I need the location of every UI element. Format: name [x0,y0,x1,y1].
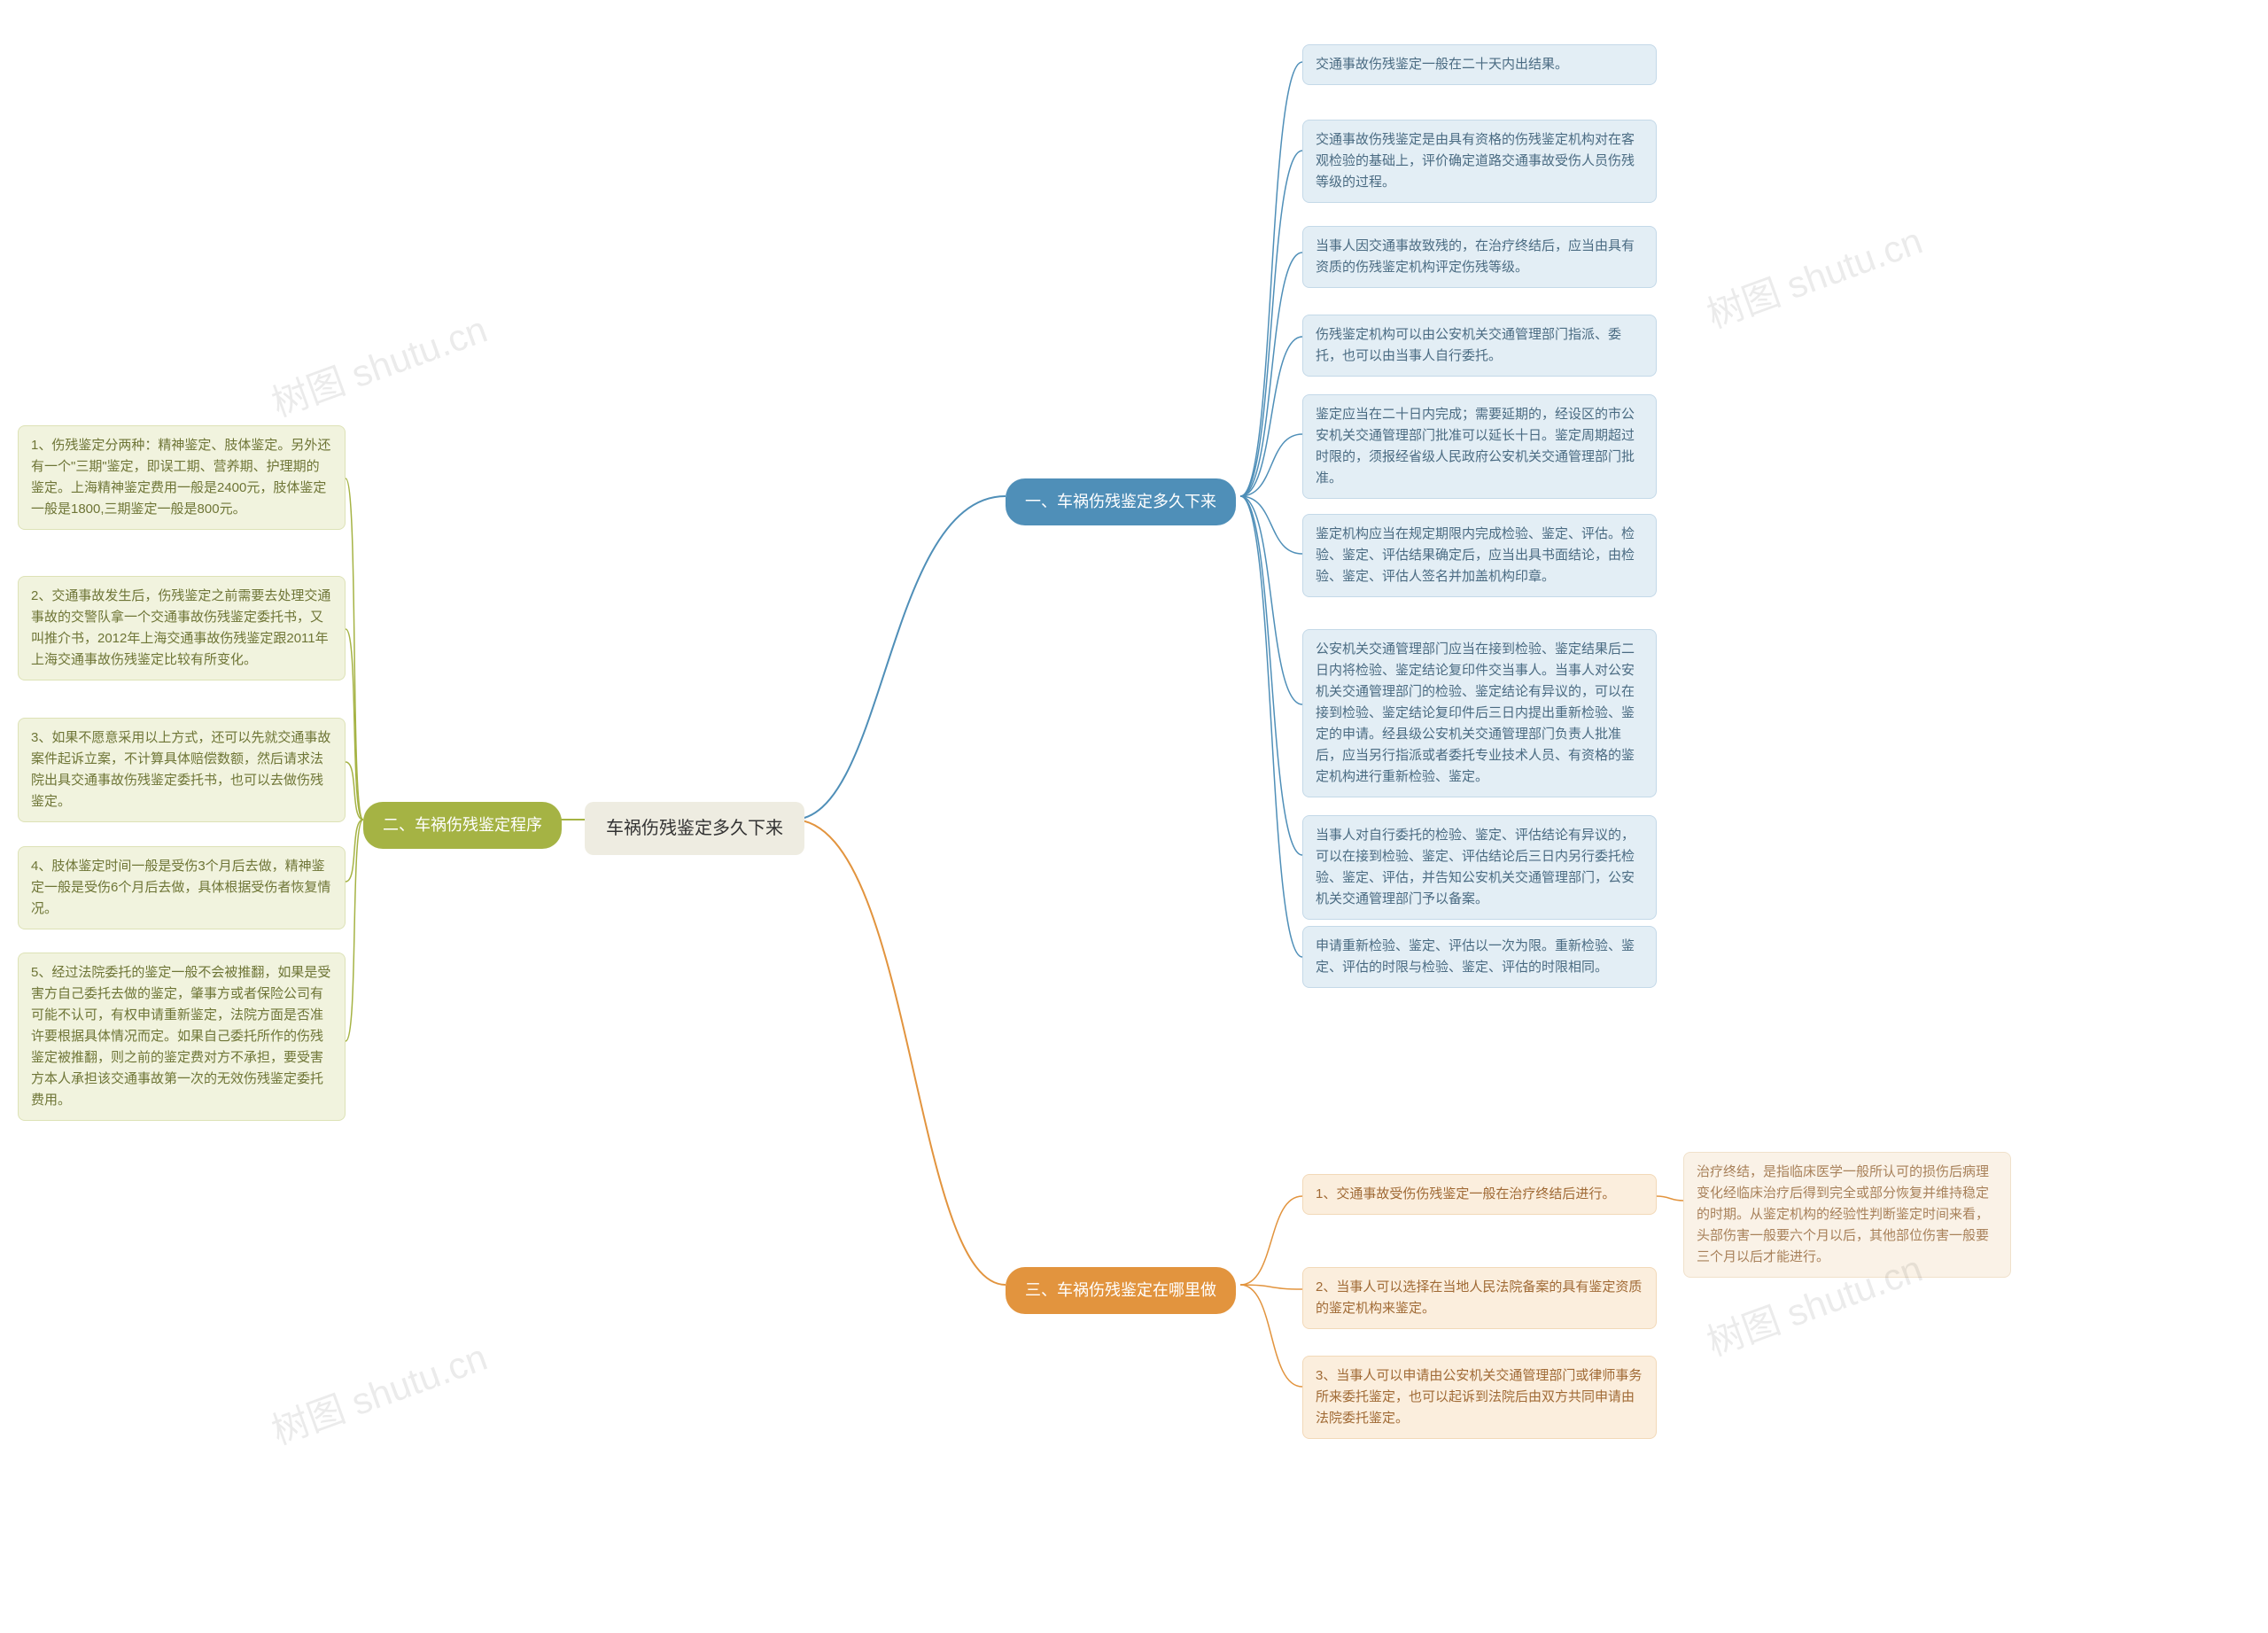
leaf-b1-3[interactable]: 伤残鉴定机构可以由公安机关交通管理部门指派、委托，也可以由当事人自行委托。 [1302,315,1657,377]
branch-section-3[interactable]: 三、车祸伤残鉴定在哪里做 [1006,1267,1236,1314]
leaf-b1-1[interactable]: 交通事故伤残鉴定是由具有资格的伤残鉴定机构对在客观检验的基础上，评价确定道路交通… [1302,120,1657,203]
leaf-b2-3[interactable]: 4、肢体鉴定时间一般是受伤3个月后去做，精神鉴定一般是受伤6个月后去做，具体根据… [18,846,346,929]
leaf-b2-2[interactable]: 3、如果不愿意采用以上方式，还可以先就交通事故案件起诉立案，不计算具体赔偿数额，… [18,718,346,822]
leaf-b1-7[interactable]: 当事人对自行委托的检验、鉴定、评估结论有异议的，可以在接到检验、鉴定、评估结论后… [1302,815,1657,920]
leaf-b1-4[interactable]: 鉴定应当在二十日内完成；需要延期的，经设区的市公安机关交通管理部门批准可以延长十… [1302,394,1657,499]
root-node[interactable]: 车祸伤残鉴定多久下来 [585,802,804,855]
leaf-b3-0[interactable]: 1、交通事故受伤伤残鉴定一般在治疗终结后进行。 [1302,1174,1657,1215]
leaf-b2-4[interactable]: 5、经过法院委托的鉴定一般不会被推翻，如果是受害方自己委托去做的鉴定，肇事方或者… [18,953,346,1121]
leaf-b1-0[interactable]: 交通事故伤残鉴定一般在二十天内出结果。 [1302,44,1657,85]
branch-section-2[interactable]: 二、车祸伤残鉴定程序 [363,802,562,849]
leaf-b3-2[interactable]: 3、当事人可以申请由公安机关交通管理部门或律师事务所来委托鉴定，也可以起诉到法院… [1302,1356,1657,1439]
leaf-b1-8[interactable]: 申请重新检验、鉴定、评估以一次为限。重新检验、鉴定、评估的时限与检验、鉴定、评估… [1302,926,1657,988]
leaf-b3-1[interactable]: 2、当事人可以选择在当地人民法院备案的具有鉴定资质的鉴定机构来鉴定。 [1302,1267,1657,1329]
leaf-b2-0[interactable]: 1、伤残鉴定分两种：精神鉴定、肢体鉴定。另外还有一个"三期"鉴定，即误工期、营养… [18,425,346,530]
leaf-b3-sub[interactable]: 治疗终结，是指临床医学一般所认可的损伤后病理变化经临床治疗后得到完全或部分恢复并… [1683,1152,2011,1278]
leaf-b1-5[interactable]: 鉴定机构应当在规定期限内完成检验、鉴定、评估。检验、鉴定、评估结果确定后，应当出… [1302,514,1657,597]
leaf-b1-2[interactable]: 当事人因交通事故致残的，在治疗终结后，应当由具有资质的伤残鉴定机构评定伤残等级。 [1302,226,1657,288]
watermark: 树图 shutu.cn [263,1327,493,1455]
watermark: 树图 shutu.cn [263,299,493,427]
watermark: 树图 shutu.cn [1698,211,1929,338]
leaf-b2-1[interactable]: 2、交通事故发生后，伤残鉴定之前需要去处理交通事故的交警队拿一个交通事故伤残鉴定… [18,576,346,680]
branch-section-1[interactable]: 一、车祸伤残鉴定多久下来 [1006,478,1236,525]
leaf-b1-6[interactable]: 公安机关交通管理部门应当在接到检验、鉴定结果后二日内将检验、鉴定结论复印件交当事… [1302,629,1657,797]
